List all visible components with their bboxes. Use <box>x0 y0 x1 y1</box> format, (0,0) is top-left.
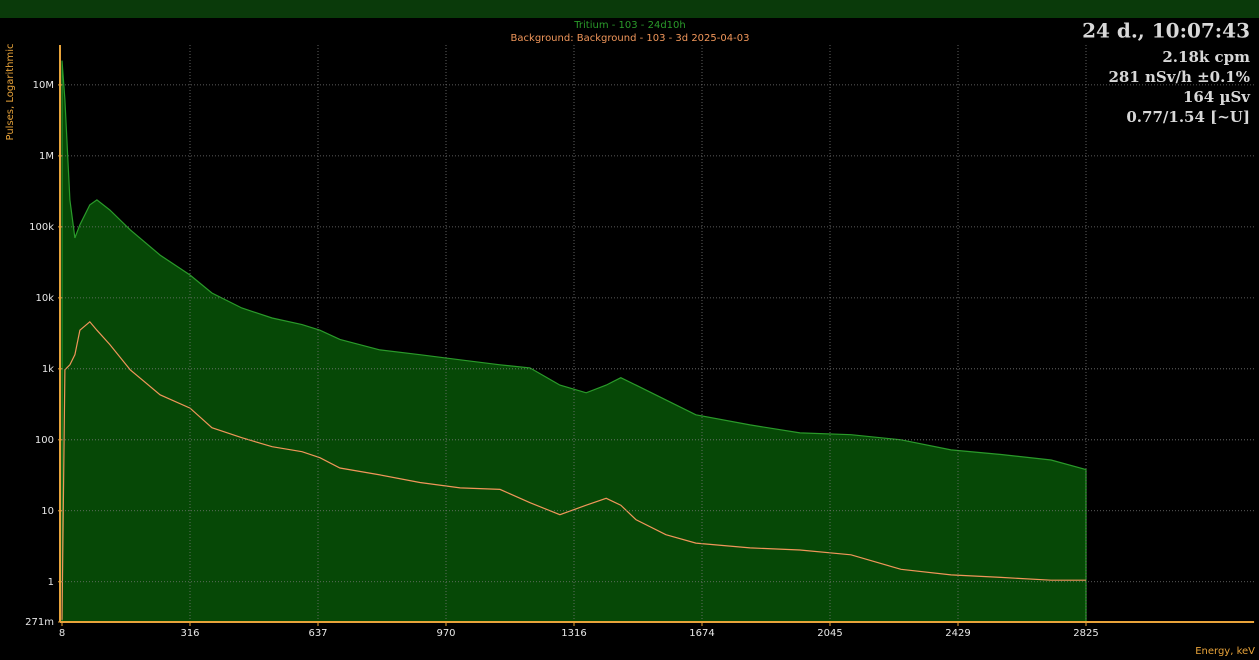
y-tick-label: 271m <box>25 617 54 628</box>
y-tick-label: 1k <box>42 364 54 375</box>
x-tick-label: 2825 <box>1073 628 1098 639</box>
x-tick-label: 316 <box>180 628 199 639</box>
x-tick-label: 8 <box>59 628 65 639</box>
x-tick-label: 2045 <box>817 628 842 639</box>
legend-entry: Tritium - 103 - 24d10h <box>573 20 685 31</box>
y-tick-label: 100k <box>29 222 54 233</box>
stat-line: 2.18k cpm <box>1162 48 1250 66</box>
y-tick-label: 10M <box>33 80 54 91</box>
y-tick-label: 100 <box>35 435 54 446</box>
stats-panel: 2.18k cpm 281 nSv/h ±0.1% 164 µSv 0.77/1.54… <box>1108 48 1251 126</box>
x-tick-label: 1316 <box>561 628 586 639</box>
elapsed-time: 24 d., 10:07:43 <box>1082 19 1250 43</box>
spectrum-area <box>61 60 1087 623</box>
legend-entry: Background: Background - 103 - 3d 2025-0… <box>511 33 750 44</box>
spectrum-line <box>61 320 1086 620</box>
x-tick-label: 1674 <box>689 628 714 639</box>
x-tick-label: 970 <box>436 628 455 639</box>
top-bar <box>0 0 1259 18</box>
y-tick-label: 10 <box>41 506 54 517</box>
x-tick-label: 637 <box>308 628 327 639</box>
y-tick-label: 1 <box>48 577 54 588</box>
stat-line: 0.77/1.54 [~U] <box>1126 108 1250 126</box>
x-axis-label: Energy, keV <box>1195 646 1255 657</box>
y-tick-label: 1M <box>39 151 54 162</box>
x-tick-label: 2429 <box>945 628 970 639</box>
y-tick-label: 10k <box>35 293 54 304</box>
y-axis-label: Pulses, Logarithmic <box>5 43 16 140</box>
stat-line: 164 µSv <box>1183 88 1251 106</box>
stat-line: 281 nSv/h ±0.1% <box>1108 68 1250 86</box>
